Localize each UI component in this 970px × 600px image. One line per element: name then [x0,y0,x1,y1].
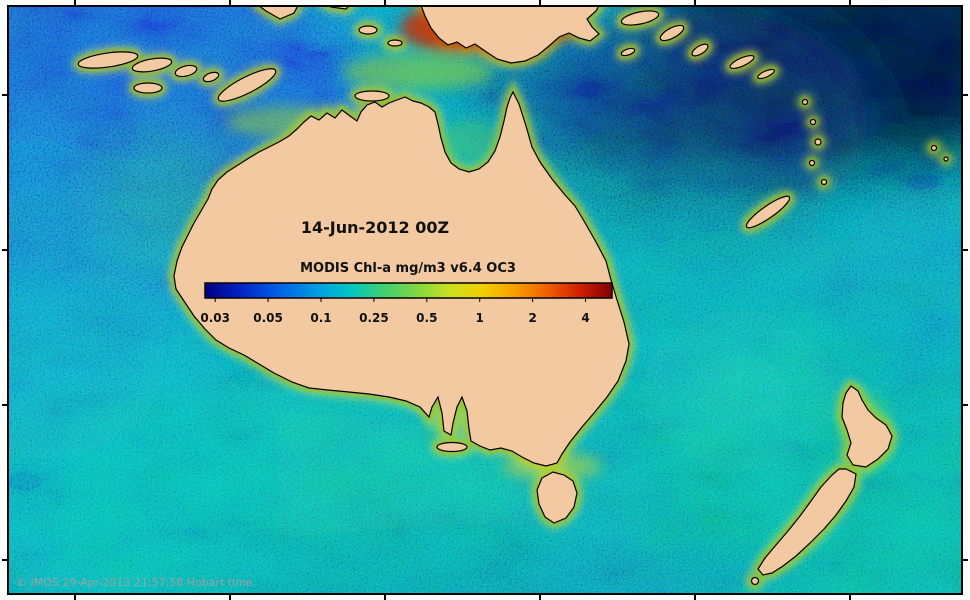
date-label: 14-Jun-2012 00Z [301,218,449,237]
colorbar-tick-label: 4 [581,311,589,325]
colorbar-tick-labels: 0.03 0.05 0.1 0.25 0.5 1 2 4 [200,298,590,325]
colorbar-tick-label: 2 [528,311,536,325]
colorbar-tick-label: 0.05 [253,311,283,325]
attribution-text: © IMOS 29-Apr-2013 21:57:58 Hobart time [16,576,253,589]
colorbar-tick-label: 0.03 [200,311,230,325]
colorbar-tick-label: 0.1 [310,311,331,325]
map-frame [7,5,963,595]
colorbar-title: MODIS Chl-a mg/m3 v6.4 OC3 [300,261,516,276]
colorbar: 0.03 0.05 0.1 0.25 0.5 1 2 4 [200,282,613,325]
colorbar-tick-label: 1 [476,311,484,325]
colorbar-tick-label: 0.25 [359,311,389,325]
colorbar-tick-label: 0.5 [416,311,437,325]
colorbar-bar [204,282,613,299]
